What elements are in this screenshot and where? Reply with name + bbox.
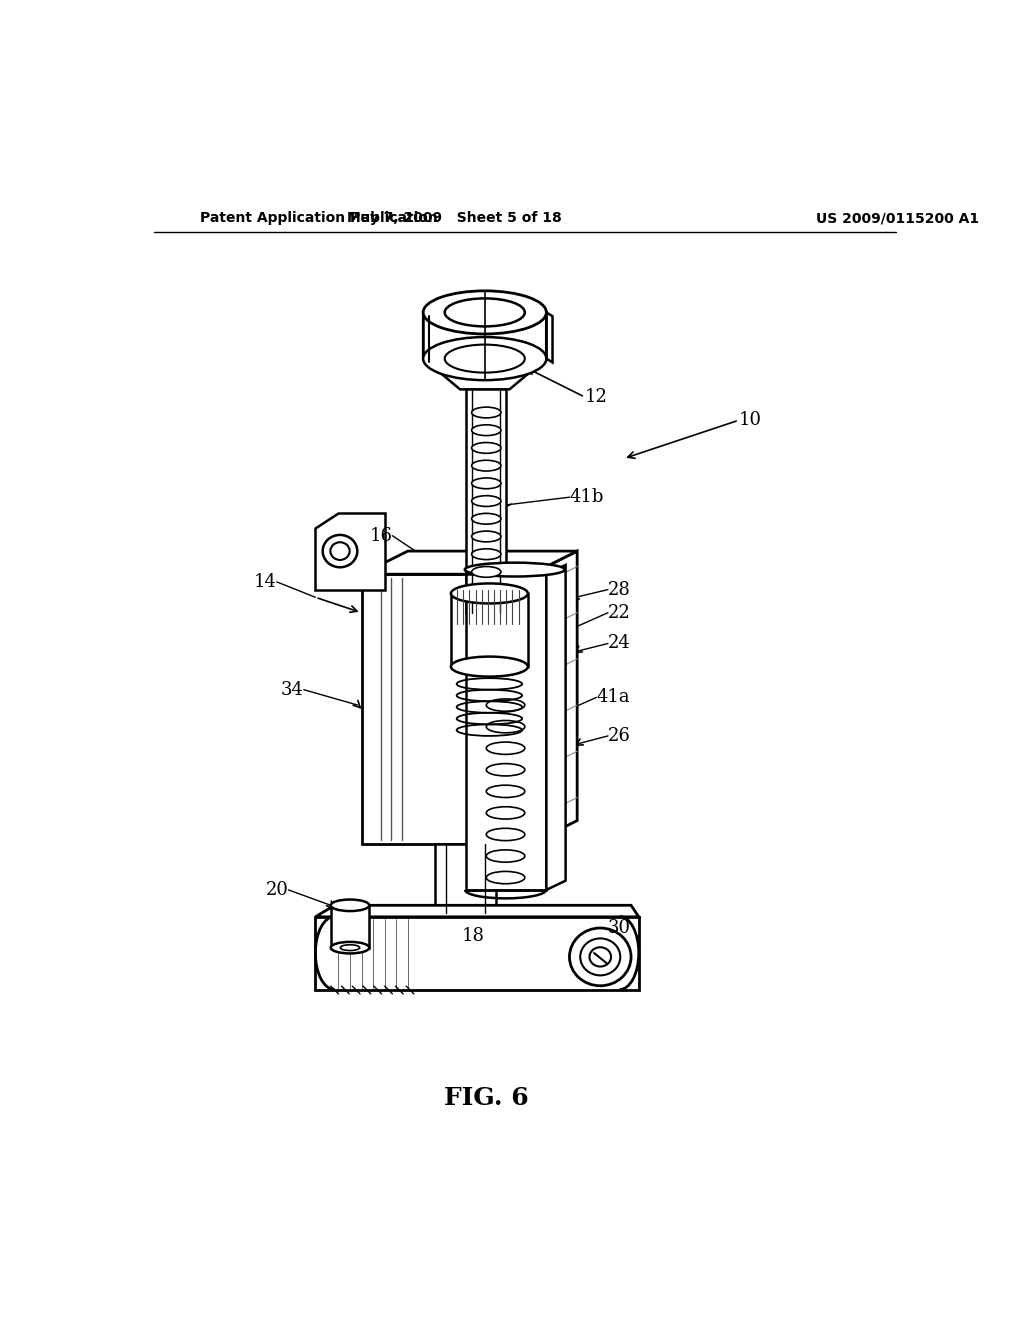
Text: 20: 20 <box>265 880 289 899</box>
Ellipse shape <box>451 583 528 603</box>
Polygon shape <box>331 906 370 948</box>
Ellipse shape <box>486 785 524 797</box>
Ellipse shape <box>331 899 370 911</box>
Polygon shape <box>435 843 497 913</box>
Text: US 2009/0115200 A1: US 2009/0115200 A1 <box>816 211 979 226</box>
Text: 12: 12 <box>585 388 607 407</box>
Ellipse shape <box>486 700 524 711</box>
Polygon shape <box>531 552 578 843</box>
Ellipse shape <box>569 928 631 986</box>
Ellipse shape <box>486 807 524 818</box>
Ellipse shape <box>486 871 524 884</box>
Ellipse shape <box>451 656 528 677</box>
Ellipse shape <box>423 290 547 334</box>
Text: 14: 14 <box>254 573 276 591</box>
Text: May 7, 2009   Sheet 5 of 18: May 7, 2009 Sheet 5 of 18 <box>346 211 561 226</box>
Polygon shape <box>315 906 639 917</box>
Text: 10: 10 <box>739 412 762 429</box>
Ellipse shape <box>340 945 359 950</box>
Ellipse shape <box>486 721 524 733</box>
Polygon shape <box>423 313 429 363</box>
Ellipse shape <box>472 566 501 577</box>
Ellipse shape <box>472 461 501 471</box>
Ellipse shape <box>423 337 547 380</box>
Text: Patent Application Publication: Patent Application Publication <box>200 211 437 226</box>
Polygon shape <box>547 565 565 890</box>
Ellipse shape <box>472 442 501 453</box>
Ellipse shape <box>331 543 349 560</box>
Text: 24: 24 <box>608 635 631 652</box>
Text: 28: 28 <box>608 581 631 598</box>
Polygon shape <box>466 574 547 890</box>
Ellipse shape <box>472 496 501 507</box>
Text: 16: 16 <box>370 527 392 545</box>
Ellipse shape <box>472 549 501 560</box>
Ellipse shape <box>472 513 501 524</box>
Polygon shape <box>315 512 385 590</box>
Ellipse shape <box>472 425 501 436</box>
Ellipse shape <box>465 562 565 577</box>
Polygon shape <box>423 313 547 359</box>
Ellipse shape <box>581 939 621 975</box>
Text: 41a: 41a <box>596 689 630 706</box>
Ellipse shape <box>444 298 524 326</box>
Ellipse shape <box>472 585 501 595</box>
Text: 18: 18 <box>462 927 484 945</box>
Ellipse shape <box>486 850 524 862</box>
Ellipse shape <box>486 829 524 841</box>
Polygon shape <box>423 359 547 389</box>
Ellipse shape <box>472 407 501 418</box>
Text: 22: 22 <box>608 603 631 622</box>
Ellipse shape <box>472 531 501 543</box>
Ellipse shape <box>323 535 357 568</box>
Polygon shape <box>361 574 531 843</box>
Ellipse shape <box>486 763 524 776</box>
Text: FIG. 6: FIG. 6 <box>444 1086 528 1110</box>
Text: 34: 34 <box>281 681 304 698</box>
Ellipse shape <box>590 948 611 966</box>
Ellipse shape <box>331 942 370 953</box>
Ellipse shape <box>472 478 501 488</box>
Polygon shape <box>466 389 506 612</box>
Text: 26: 26 <box>608 727 631 744</box>
Ellipse shape <box>444 345 524 372</box>
Text: 41b: 41b <box>569 488 604 506</box>
Ellipse shape <box>486 742 524 755</box>
Polygon shape <box>361 552 578 574</box>
Polygon shape <box>315 917 639 990</box>
Text: 30: 30 <box>608 920 631 937</box>
Polygon shape <box>547 313 553 363</box>
